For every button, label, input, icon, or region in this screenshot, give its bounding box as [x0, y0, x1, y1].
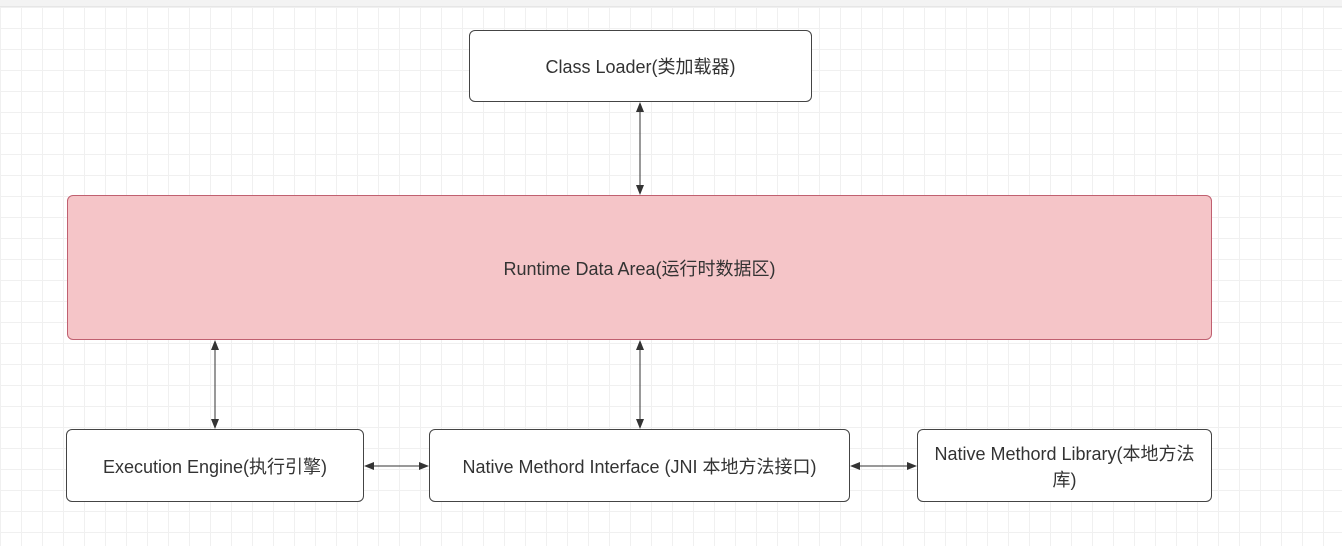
- node-jni[interactable]: Native Methord Interface (JNI 本地方法接口): [429, 429, 850, 502]
- node-label: Native Methord Interface (JNI 本地方法接口): [462, 453, 816, 479]
- editor-topbar: [0, 0, 1342, 7]
- node-native-library[interactable]: Native Methord Library(本地方法库): [917, 429, 1212, 502]
- diagram-canvas: Class Loader(类加载器) Runtime Data Area(运行时…: [0, 0, 1342, 546]
- node-label: Execution Engine(执行引擎): [103, 453, 327, 479]
- node-class-loader[interactable]: Class Loader(类加载器): [469, 30, 812, 102]
- node-execution-engine[interactable]: Execution Engine(执行引擎): [66, 429, 364, 502]
- node-runtime-data-area[interactable]: Runtime Data Area(运行时数据区): [67, 195, 1212, 340]
- node-label: Runtime Data Area(运行时数据区): [503, 255, 775, 281]
- node-label: Class Loader(类加载器): [545, 53, 735, 79]
- node-label: Native Methord Library(本地方法库): [928, 440, 1201, 492]
